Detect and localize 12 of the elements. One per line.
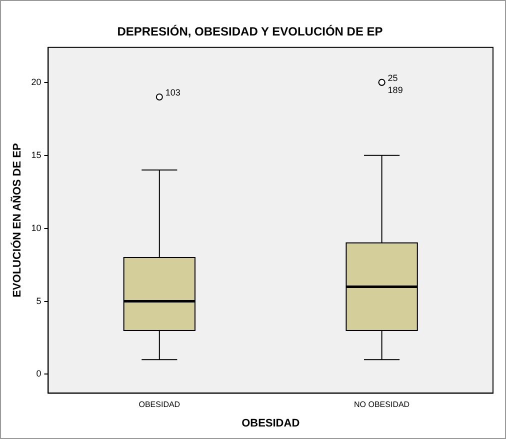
y-tick-label: 20 <box>31 76 42 87</box>
x-axis-title: OBESIDAD <box>242 417 300 430</box>
x-tick-label: NO OBESIDAD <box>354 400 410 410</box>
annotation: 189 <box>388 84 403 95</box>
y-tick-label: 0 <box>36 368 42 379</box>
chart-title: DEPRESIÓN, OBESIDAD Y EVOLUCIÓN DE EP <box>117 24 383 39</box>
y-tick-label: 5 <box>36 296 42 306</box>
y-tick-label: 15 <box>31 150 42 160</box>
y-axis-title: EVOLUCIÓN EN AÑOS DE EP <box>10 143 24 298</box>
annotation: 25 <box>388 72 398 83</box>
y-tick-label: 10 <box>31 222 42 233</box>
annotation: 103 <box>165 87 180 98</box>
